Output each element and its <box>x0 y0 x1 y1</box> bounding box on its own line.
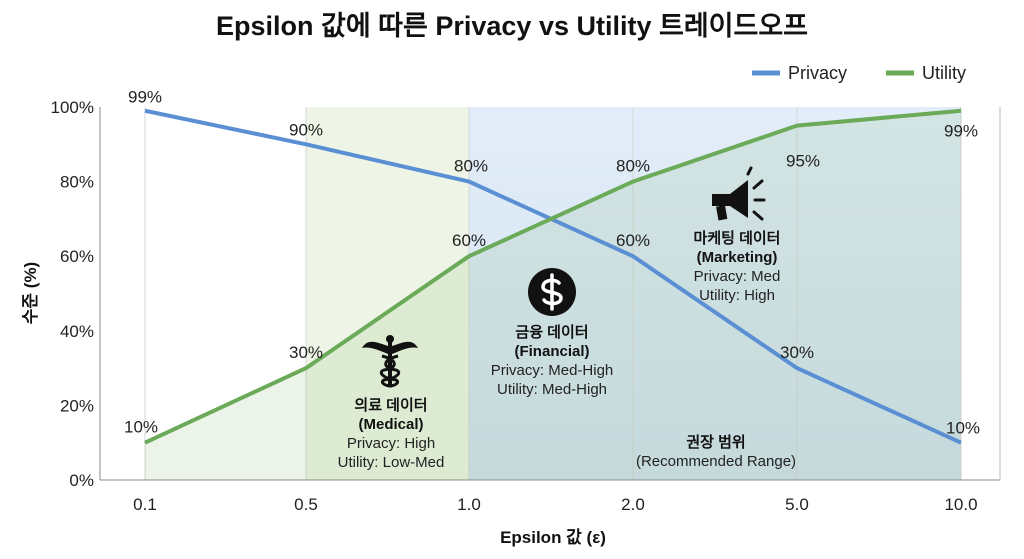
megaphone-icon <box>712 166 766 221</box>
y-axis-label: 수준 (%) <box>21 262 40 324</box>
annotation-recommended-text: 권장 범위 <box>686 433 745 451</box>
annotation-financial-text: Utility: Med-High <box>497 381 607 398</box>
series-line-utility <box>144 108 962 445</box>
annotation-marketing-text: (Marketing) <box>697 249 778 266</box>
annotation-medical-text: 의료 데이터 <box>354 396 427 414</box>
x-tick-label: 2.0 <box>621 495 645 514</box>
annotation-marketing-text: 마케팅 데이터 <box>694 229 781 247</box>
data-label-utility: 30% <box>289 343 323 362</box>
legend-label-utility: Utility <box>922 63 966 83</box>
data-label-utility: 10% <box>124 418 158 437</box>
y-tick-label: 60% <box>60 247 94 266</box>
y-tick-label: 0% <box>69 471 94 490</box>
data-label-utility: 80% <box>616 157 650 176</box>
annotation-marketing-text: Privacy: Med <box>694 268 781 285</box>
dollar-icon <box>528 268 576 316</box>
y-tick-label: 100% <box>51 98 94 117</box>
annotation-financial-text: (Financial) <box>514 343 589 360</box>
annotation-financial-text: Privacy: Med-High <box>491 362 614 379</box>
data-label-privacy: 90% <box>289 120 323 139</box>
annotation-financial-text: 금융 데이터 <box>515 324 588 341</box>
y-tick-label: 80% <box>60 173 94 192</box>
annotation-medical-text: Privacy: High <box>347 435 435 452</box>
data-label-privacy: 30% <box>780 343 814 362</box>
y-tick-label: 40% <box>60 322 94 341</box>
annotation-recommended-text: (Recommended Range) <box>636 453 796 470</box>
annotation-medical-text: Utility: Low-Med <box>338 454 445 471</box>
data-label-utility: 99% <box>944 122 978 141</box>
data-label-privacy: 10% <box>946 419 980 438</box>
x-tick-label: 1.0 <box>457 495 481 514</box>
annotation-marketing-text: Utility: High <box>699 287 775 304</box>
legend-label-privacy: Privacy <box>788 63 847 83</box>
data-label-privacy: 99% <box>128 88 162 107</box>
chart-title: Epsilon 값에 따른 Privacy vs Utility 트레이드오프 <box>216 11 808 41</box>
data-label-utility: 95% <box>786 152 820 171</box>
x-axis-label: Epsilon 값 (ε) <box>500 528 606 547</box>
x-tick-label: 0.1 <box>133 495 157 514</box>
region-medical <box>306 107 469 480</box>
annotation-medical-text: (Medical) <box>358 416 423 433</box>
data-label-utility: 60% <box>452 231 486 250</box>
x-tick-label: 10.0 <box>944 495 977 514</box>
x-tick-label: 0.5 <box>294 495 318 514</box>
y-tick-label: 20% <box>60 396 94 415</box>
data-label-privacy: 80% <box>454 157 488 176</box>
caduceus-icon <box>362 335 418 388</box>
x-tick-label: 5.0 <box>785 495 809 514</box>
data-label-privacy: 60% <box>616 231 650 250</box>
